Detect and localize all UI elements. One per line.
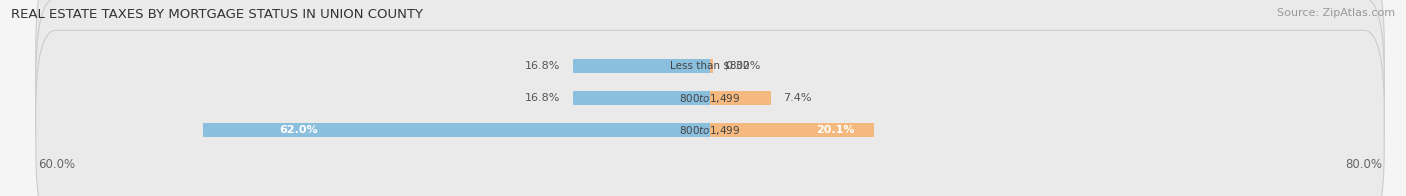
Text: Source: ZipAtlas.com: Source: ZipAtlas.com xyxy=(1277,8,1395,18)
FancyBboxPatch shape xyxy=(35,0,1385,196)
Text: 16.8%: 16.8% xyxy=(524,61,561,71)
Text: $800 to $1,499: $800 to $1,499 xyxy=(679,92,741,104)
FancyBboxPatch shape xyxy=(35,30,1385,196)
Text: $800 to $1,499: $800 to $1,499 xyxy=(679,124,741,137)
Text: 7.4%: 7.4% xyxy=(783,93,811,103)
Bar xyxy=(710,123,875,137)
Bar xyxy=(572,59,710,73)
Text: REAL ESTATE TAXES BY MORTGAGE STATUS IN UNION COUNTY: REAL ESTATE TAXES BY MORTGAGE STATUS IN … xyxy=(11,8,423,21)
FancyBboxPatch shape xyxy=(35,0,1385,166)
Text: 20.1%: 20.1% xyxy=(815,125,855,135)
Text: 0.32%: 0.32% xyxy=(725,61,761,71)
Bar xyxy=(710,59,713,73)
Text: 16.8%: 16.8% xyxy=(524,93,561,103)
Text: Less than $800: Less than $800 xyxy=(671,61,749,71)
Bar xyxy=(710,91,770,105)
Bar xyxy=(572,91,710,105)
Text: 62.0%: 62.0% xyxy=(280,125,318,135)
Bar xyxy=(204,123,710,137)
